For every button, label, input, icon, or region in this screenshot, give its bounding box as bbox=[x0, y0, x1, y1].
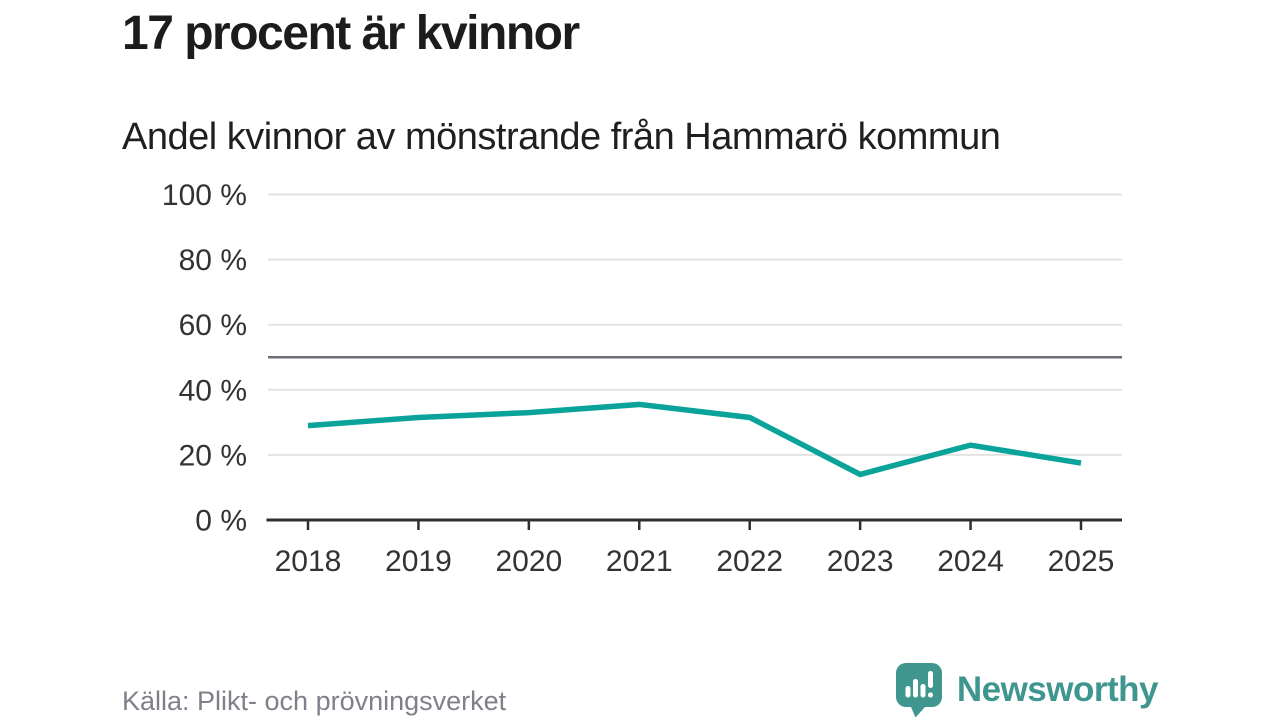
y-axis-tick-label: 0 % bbox=[195, 505, 247, 538]
x-axis-tick-label: 2019 bbox=[385, 545, 452, 578]
data-line bbox=[307, 401, 1082, 478]
line-chart: 0 % 20 % 40 % 60 % 80 % 100 % 2018 2019 2020 2021… bbox=[162, 179, 1122, 578]
brand-name: Newsworthy bbox=[956, 670, 1159, 709]
exclamation-bar-icon bbox=[927, 671, 933, 688]
y-axis-tick-label: 40 % bbox=[179, 374, 247, 407]
x-axis-tick-label: 2024 bbox=[937, 545, 1004, 578]
newsworthy-speech-bubble-icon bbox=[895, 663, 942, 718]
bar-icon-3 bbox=[920, 684, 926, 698]
x-axis-tick-label: 2018 bbox=[275, 545, 342, 578]
speech-bubble-shape bbox=[895, 663, 942, 718]
chart-subtitle: Andel kvinnor av mönstrande från Hammarö… bbox=[122, 116, 1001, 158]
exclamation-dot-icon bbox=[927, 692, 933, 698]
y-axis-tick-label: 80 % bbox=[179, 244, 247, 277]
y-axis-tick-label: 100 % bbox=[162, 179, 247, 212]
x-axis-tick-label: 2023 bbox=[827, 545, 894, 578]
source-note: Källa: Plikt- och prövningsverket bbox=[122, 686, 507, 716]
chart-title: 17 procent är kvinnor bbox=[122, 7, 580, 60]
x-axis-tick-label: 2020 bbox=[495, 545, 562, 578]
newsworthy-logo: Newsworthy bbox=[895, 662, 1159, 718]
bar-icon-2 bbox=[912, 679, 918, 698]
x-axis-tick-label: 2022 bbox=[716, 545, 783, 578]
x-axis-tick-label: 2021 bbox=[606, 545, 673, 578]
bar-icon-1 bbox=[905, 686, 911, 698]
x-axis-tick-label: 2025 bbox=[1048, 545, 1115, 578]
y-axis-tick-label: 20 % bbox=[179, 439, 247, 472]
y-axis-tick-label: 60 % bbox=[179, 309, 247, 342]
